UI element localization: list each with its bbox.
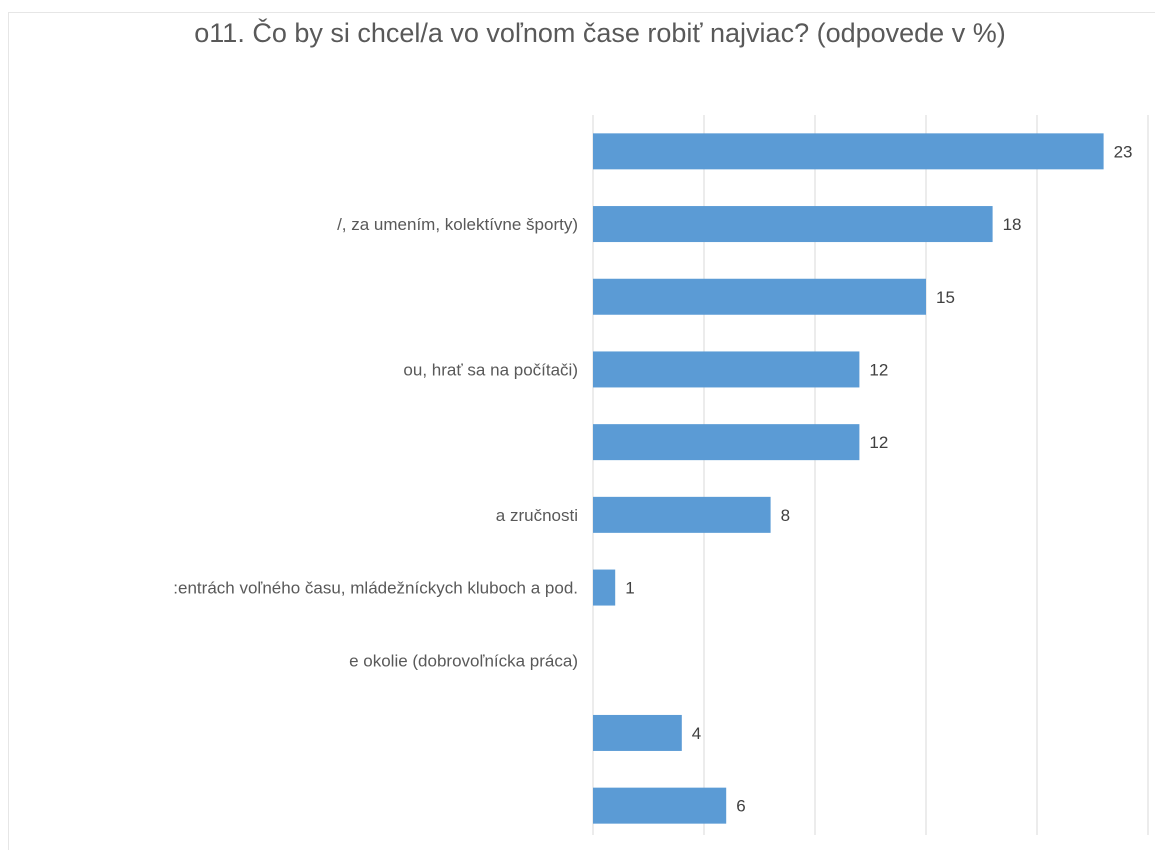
category-label: /, za umením, kolektívne športy)	[337, 215, 578, 234]
bar	[593, 351, 860, 388]
chart-title: o11. Čo by si chcel/a vo voľnom čase rob…	[194, 18, 1006, 48]
category-label: ou, hrať sa na počítači)	[403, 360, 578, 379]
category-label: a zručnosti	[496, 506, 578, 525]
bar	[593, 496, 771, 533]
data-label: 23	[1114, 142, 1133, 161]
bar	[593, 424, 860, 461]
data-label: 6	[736, 797, 745, 816]
bar	[593, 278, 926, 315]
bar	[593, 714, 682, 751]
bar	[593, 569, 616, 606]
data-label: 15	[936, 288, 955, 307]
chart-frame	[8, 12, 1155, 850]
data-label: 1	[625, 579, 634, 598]
labels: 23/, za umením, kolektívne športy) 1815ou…	[173, 142, 1132, 815]
bars	[593, 133, 1104, 824]
data-label: 8	[781, 506, 790, 525]
data-label: 12	[869, 433, 888, 452]
data-label: 12	[869, 360, 888, 379]
category-label: :entrách voľného času, mládežníckych klu…	[173, 579, 578, 598]
bar	[593, 206, 993, 243]
bar	[593, 133, 1104, 170]
bar	[593, 787, 727, 824]
category-label: e okolie (dobrovoľnícka práca)	[349, 651, 578, 670]
data-label: 4	[692, 724, 701, 743]
data-label: 18	[1003, 215, 1022, 234]
